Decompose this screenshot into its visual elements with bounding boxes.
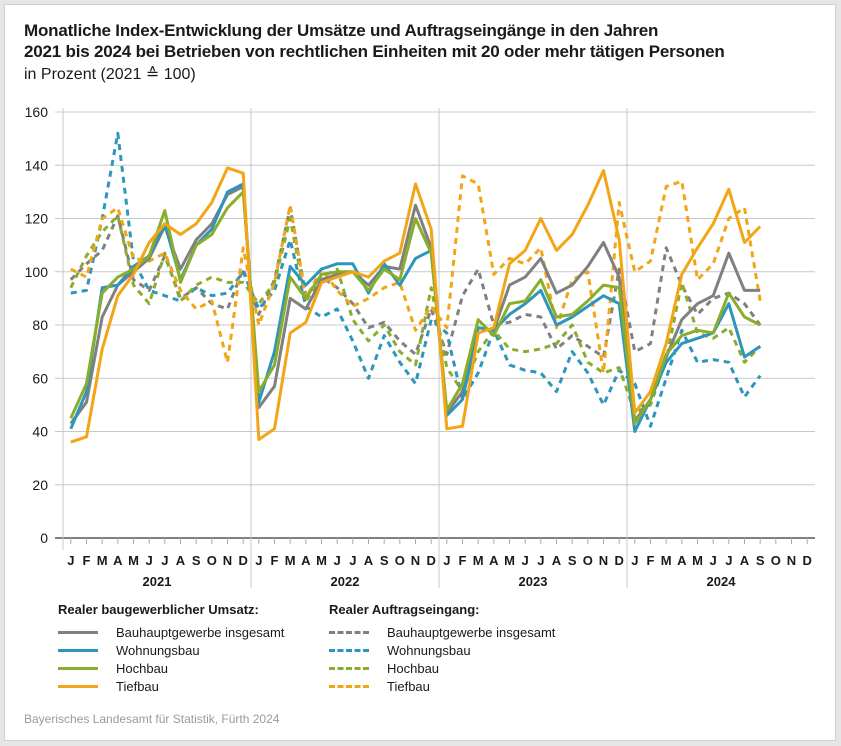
chart-title-line-2: 2021 bis 2024 bei Betrieben von rechtlic… [24,42,725,61]
x-tick-label: J [349,553,356,568]
series-line-auftrag-hochbau [69,214,762,415]
year-label: 2023 [519,574,548,589]
y-tick-label: 160 [25,104,49,120]
legend-item-auftrag-wohnungsbau: Wohnungsbau [329,641,471,659]
series-line-umsatz-tiefbau [70,166,762,444]
legend-label: Wohnungsbau [387,642,471,658]
legend-label: Bauhauptgewerbe insgesamt [387,624,556,640]
x-tick-label: F [459,553,467,568]
chart-frame [4,4,836,741]
x-tick-label: S [756,553,765,568]
x-tick-label: J [67,553,74,568]
x-tick-label: D [614,553,623,568]
x-tick-label: S [568,553,577,568]
series-line-auftrag-tiefbau [70,174,762,375]
x-tick-label: A [113,553,123,568]
legend-item-umsatz-bauhauptgewerbe: Bauhauptgewerbe insgesamt [58,623,284,641]
legend-item-auftrag-bauhauptgewerbe: Bauhauptgewerbe insgesamt [329,623,555,641]
x-tick-label: A [489,553,499,568]
x-tick-label: M [473,553,484,568]
legend-item-umsatz-tiefbau: Tiefbau [58,677,159,695]
x-tick-label: J [255,553,262,568]
x-tick-label: O [207,553,217,568]
source-note: Bayerisches Landesamt für Statistik, Für… [24,712,280,726]
x-tick-label: A [364,553,374,568]
legend-swatch-dashed-orange [329,684,369,688]
x-tick-label: F [271,553,279,568]
legend-swatch-solid-green [58,666,98,670]
legend-label: Wohnungsbau [116,642,200,658]
y-tick-label: 20 [32,477,48,493]
legend-swatch-solid-blue [58,648,98,652]
x-tick-label: J [710,553,717,568]
legend-swatch-dashed-gray [329,630,369,634]
series-line-umsatz-hochbau [69,190,761,425]
x-tick-label: A [301,553,311,568]
x-tick-label: N [787,553,796,568]
legend-item-umsatz-hochbau: Hochbau [58,659,168,677]
legend-label: Hochbau [116,660,169,676]
x-tick-label: A [552,553,562,568]
legend-swatch-dashed-green [329,666,369,670]
year-label: 2022 [331,574,360,589]
chart-title: Monatliche Index-Entwicklung der Umsätze… [24,20,725,62]
y-tick-label: 40 [32,424,48,440]
legend-label: Tiefbau [387,678,430,694]
x-tick-label: J [725,553,732,568]
legend-label: Hochbau [387,660,440,676]
legend-heading-auftrag: Realer Auftragseingang: [329,602,480,617]
x-tick-label: J [161,553,168,568]
y-tick-label: 100 [25,264,49,280]
x-tick-label: N [223,553,232,568]
x-tick-label: O [771,553,781,568]
year-label: 2021 [143,574,172,589]
chart-title-line-1: Monatliche Index-Entwicklung der Umsätze… [24,21,659,40]
x-tick-label: J [443,553,450,568]
x-tick-label: S [380,553,389,568]
year-label: 2024 [707,574,737,589]
y-tick-label: 60 [32,370,48,386]
y-tick-label: 120 [25,211,49,227]
y-tick-label: 80 [32,317,48,333]
chart-subtitle: in Prozent (2021 ≙ 100) [24,66,196,83]
x-tick-label: N [599,553,608,568]
x-tick-label: F [83,553,91,568]
x-tick-label: D [426,553,435,568]
legend-item-auftrag-tiefbau: Tiefbau [329,677,430,695]
x-tick-label: M [692,553,703,568]
x-tick-label: S [192,553,201,568]
x-tick-label: M [316,553,327,568]
y-tick-label: 0 [40,530,48,546]
x-tick-label: J [631,553,638,568]
x-tick-label: M [128,553,139,568]
x-tick-label: O [583,553,593,568]
legend-item-auftrag-hochbau: Hochbau [329,659,439,677]
legend-heading-umsatz: Realer baugewerblicher Umsatz: [58,602,259,617]
legend-label: Tiefbau [116,678,159,694]
x-tick-label: M [504,553,515,568]
x-tick-label: F [647,553,655,568]
y-tick-label: 140 [25,157,49,173]
legend-swatch-solid-orange [58,684,98,688]
x-tick-label: M [661,553,672,568]
x-tick-label: A [677,553,687,568]
legend-swatch-solid-gray [58,630,98,634]
legend-label: Bauhauptgewerbe insgesamt [116,624,285,640]
x-tick-label: J [537,553,544,568]
x-tick-label: D [802,553,811,568]
x-tick-label: J [522,553,529,568]
x-tick-label: D [238,553,247,568]
x-tick-label: A [740,553,750,568]
x-tick-label: J [146,553,153,568]
x-tick-label: M [285,553,296,568]
legend-item-umsatz-wohnungsbau: Wohnungsbau [58,641,200,659]
legend-swatch-dashed-blue [329,648,369,652]
x-tick-label: A [176,553,186,568]
x-tick-label: J [334,553,341,568]
x-tick-label: M [97,553,108,568]
x-tick-label: O [395,553,405,568]
x-tick-label: N [411,553,420,568]
